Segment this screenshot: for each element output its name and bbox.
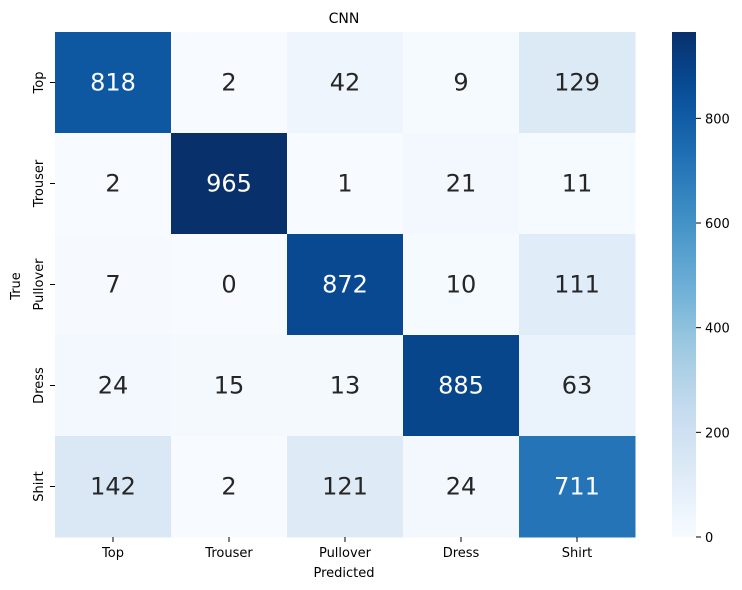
colorbar-tick-label: 0 <box>705 531 713 546</box>
heatmap-cell <box>171 32 288 134</box>
heatmap-cell <box>403 32 520 134</box>
y-axis-label: True <box>9 272 24 301</box>
x-tick-label: Trouser <box>204 546 253 561</box>
heatmap-cell <box>287 234 404 336</box>
colorbar-tick-label: 800 <box>705 112 730 127</box>
cell-value: 121 <box>322 473 368 501</box>
cell-value: 24 <box>446 473 477 501</box>
chart-title: CNN <box>329 11 360 27</box>
x-tick-label: Top <box>101 546 124 561</box>
cell-value: 1 <box>337 170 352 198</box>
y-axis-ticks: Top Trouser Pullover Dress Shirt <box>32 72 55 502</box>
heatmap-cell <box>287 436 404 538</box>
heatmap-cell <box>55 436 172 538</box>
heatmap-cell <box>171 133 288 235</box>
heatmap-cell <box>55 32 172 134</box>
x-axis-ticks: Top Trouser Pullover Dress Shirt <box>101 537 592 561</box>
heatmap-cell <box>287 133 404 235</box>
cell-value: 63 <box>562 372 593 400</box>
heatmap-cell <box>171 335 288 437</box>
cell-value: 2 <box>221 473 236 501</box>
colorbar-ticks: 0 200 400 600 800 <box>696 112 730 546</box>
heatmap-cell <box>55 133 172 235</box>
cell-value: 142 <box>90 473 136 501</box>
cell-value: 0 <box>221 271 236 299</box>
heatmap-cell <box>403 133 520 235</box>
heatmap-cell <box>519 133 636 235</box>
x-tick-label: Pullover <box>319 546 372 561</box>
heatmap-cell <box>519 335 636 437</box>
cell-value: 7 <box>105 271 120 299</box>
heatmap-cell <box>287 335 404 437</box>
heatmap-cell <box>519 32 636 134</box>
heatmap-cell <box>519 436 636 538</box>
x-tick-label: Dress <box>443 546 480 561</box>
heatmap-cell <box>403 436 520 538</box>
heatmap-cell <box>171 234 288 336</box>
cell-value: 15 <box>214 372 245 400</box>
heatmap-cell <box>403 335 520 437</box>
cell-value: 885 <box>438 372 484 400</box>
heatmap-cell <box>287 32 404 134</box>
y-tick-label: Pullover <box>32 258 47 311</box>
heatmap-cell <box>519 234 636 336</box>
cell-value: 711 <box>554 473 600 501</box>
cell-value: 111 <box>554 271 600 299</box>
y-tick-label: Trouser <box>32 159 47 208</box>
cell-value: 9 <box>453 69 468 97</box>
cell-value: 10 <box>446 271 477 299</box>
heatmap-cell <box>171 436 288 538</box>
cell-value: 21 <box>446 170 477 198</box>
cell-value: 11 <box>562 170 593 198</box>
cell-value: 965 <box>206 170 252 198</box>
colorbar <box>672 32 696 537</box>
cell-value: 129 <box>554 69 600 97</box>
cell-value: 872 <box>322 271 368 299</box>
cell-value: 24 <box>98 372 129 400</box>
colorbar-tick-label: 600 <box>705 217 730 232</box>
cell-value: 2 <box>105 170 120 198</box>
heatmap-cell <box>55 234 172 336</box>
cell-value: 42 <box>330 69 361 97</box>
cell-value: 2 <box>221 69 236 97</box>
x-tick-label: Shirt <box>562 546 593 561</box>
y-tick-label: Shirt <box>32 471 47 502</box>
cell-value: 818 <box>90 69 136 97</box>
colorbar-tick-label: 400 <box>705 322 730 337</box>
heatmap-cell <box>403 234 520 336</box>
y-tick-label: Dress <box>32 367 47 404</box>
x-axis-label: Predicted <box>313 566 374 581</box>
y-tick-label: Top <box>32 72 47 95</box>
colorbar-tick-label: 200 <box>705 426 730 441</box>
heatmap-cell <box>55 335 172 437</box>
cell-value: 13 <box>330 372 361 400</box>
